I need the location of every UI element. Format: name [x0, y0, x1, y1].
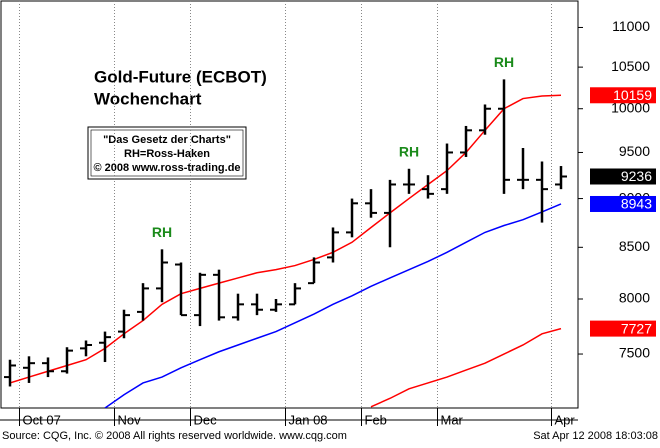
note-box-inner: [90, 129, 244, 177]
x-tick-label: Dec: [194, 412, 218, 427]
note-line: RH=Ross-Haken: [124, 148, 210, 160]
y-tick-label: 11000: [612, 18, 650, 34]
plot-frame: [0, 0, 579, 409]
note-line: © 2008 www.ross-trading.de: [93, 162, 240, 174]
last-value-box: [590, 320, 656, 337]
y-tick-label: 7500: [619, 345, 650, 361]
note-line: "Das Gesetz der Charts": [103, 134, 231, 146]
x-tick-label: Jan 08: [289, 412, 328, 427]
x-tick-label: Oct 07: [23, 412, 61, 427]
moving-average: [370, 327, 562, 408]
x-tick-label: Nov: [118, 412, 142, 427]
y-tick-label: 8000: [619, 290, 650, 306]
last-value-label: 8943: [621, 196, 652, 212]
last-value-label: 7727: [621, 320, 652, 336]
timestamp: Sat Apr 12 2008 18:03:08: [533, 430, 658, 442]
y-tick-label: 8500: [619, 238, 650, 254]
last-value-box: [590, 195, 656, 212]
y-tick-label: 9500: [619, 143, 650, 159]
x-tick-label: Feb: [365, 412, 387, 427]
last-value-box: [590, 168, 656, 185]
x-tick-label: Mar: [441, 412, 464, 427]
source-note: Source: CQG, Inc. © 2008 All rights rese…: [2, 430, 347, 442]
y-tick-label: 10500: [611, 58, 650, 74]
annotation: RH: [152, 224, 172, 240]
last-value-box: [590, 87, 656, 104]
annotation: RH: [494, 54, 514, 70]
moving-average: [104, 203, 562, 408]
last-value-label: 9236: [621, 168, 652, 184]
x-tick-label: Apr: [555, 412, 576, 427]
chart-title: Gold-Future (ECBOT): [94, 67, 267, 86]
moving-average: [9, 94, 562, 384]
plot-area: [4, 1, 567, 408]
last-value-label: 10159: [613, 87, 652, 103]
note-box: [87, 126, 247, 180]
y-tick-label: 10000: [611, 99, 650, 115]
annotation: RH: [399, 143, 419, 159]
chart-subtitle: Wochenchart: [94, 89, 202, 108]
